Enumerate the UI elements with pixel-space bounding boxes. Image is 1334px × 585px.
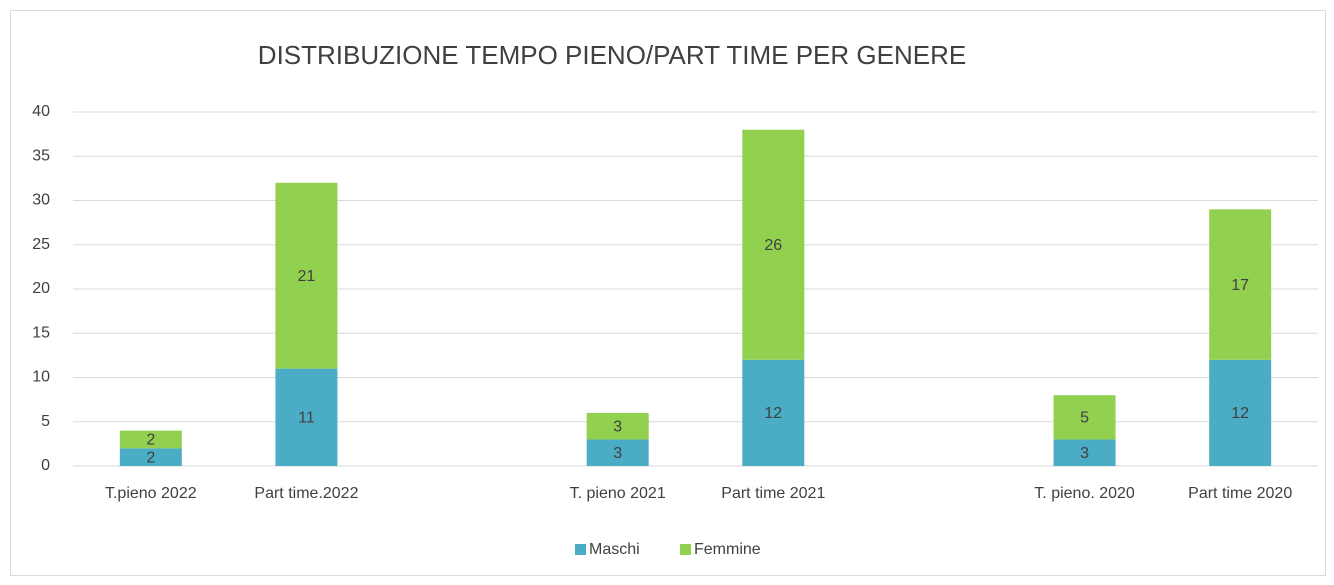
data-label: 21 [298,268,316,285]
chart-frame [10,10,1326,576]
data-label: 3 [613,418,622,435]
bar-segment [586,412,649,440]
bar-segment [119,448,182,466]
data-label: 2 [146,449,155,466]
x-tick-label: T. pieno 2021 [570,485,666,502]
bar-segment [586,439,649,466]
data-label: 11 [298,410,315,427]
legend-swatch [680,544,691,555]
y-tick-label: 15 [32,324,50,341]
x-tick-label: Part time.2022 [254,485,358,502]
chart-title: DISTRIBUZIONE TEMPO PIENO/PART TIME PER … [258,40,966,70]
x-tick-label: T. pieno. 2020 [1034,485,1135,502]
y-tick-label: 10 [32,369,50,386]
y-tick-label: 5 [41,413,50,430]
y-tick-label: 0 [41,457,50,474]
x-tick-label: T.pieno 2022 [105,485,197,502]
bar-segment [742,129,805,360]
data-label: 2 [146,432,155,449]
x-tick-label: Part time 2021 [721,485,825,502]
bar-segment [119,430,182,449]
data-label: 3 [1080,445,1089,462]
bar-segment [742,359,805,466]
y-tick-label: 20 [32,280,50,297]
bar-segment [1209,359,1272,466]
y-tick-label: 25 [32,236,50,253]
y-tick-label: 40 [32,103,50,120]
data-label: 26 [764,237,782,254]
data-label: 5 [1080,410,1089,427]
y-tick-label: 35 [32,147,50,164]
legend-label: Femmine [694,541,761,558]
bar-segment [1053,395,1116,440]
bar-segment [275,368,338,466]
bar-segment [275,182,338,369]
legend-swatch [575,544,586,555]
data-label: 17 [1231,277,1249,294]
data-label: 12 [764,405,782,422]
data-label: 3 [613,445,622,462]
x-tick-label: Part time 2020 [1188,485,1292,502]
y-tick-label: 30 [32,192,50,209]
data-label: 12 [1231,405,1249,422]
bar-segment [1053,439,1116,466]
bar-segment [1209,209,1272,360]
legend-label: Maschi [589,541,640,558]
